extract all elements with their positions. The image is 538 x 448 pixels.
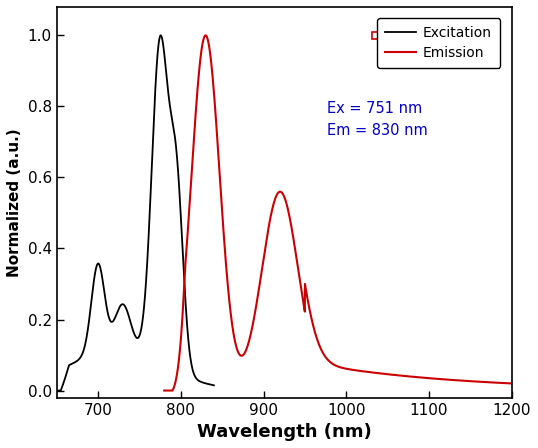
- Emission: [298, 284, 304, 289]
- X-axis label: Wavelength (nm): Wavelength (nm): [197, 423, 372, 441]
- Emission: [472, 379, 478, 384]
- Bar: [372, 32, 410, 39]
- Line: Emission: Emission: [164, 35, 520, 391]
- Excitation: [211, 383, 217, 388]
- Emission: [202, 33, 209, 38]
- Excitation: [189, 368, 196, 373]
- Excitation: [158, 33, 164, 38]
- Line: Excitation: Excitation: [48, 35, 214, 391]
- Excitation: [109, 319, 115, 325]
- Emission: [161, 388, 167, 393]
- Emission: [517, 381, 523, 387]
- Emission: [313, 334, 320, 339]
- Excitation: [116, 306, 122, 311]
- Excitation: [74, 358, 80, 364]
- Emission: [223, 262, 229, 267]
- Text: Ex = 751 nm
Em = 830 nm: Ex = 751 nm Em = 830 nm: [328, 101, 428, 138]
- Excitation: [64, 369, 70, 374]
- Emission: [202, 33, 208, 39]
- Legend: Excitation, Emission: Excitation, Emission: [377, 18, 500, 68]
- Y-axis label: Normalized (a.u.): Normalized (a.u.): [7, 128, 22, 276]
- Excitation: [45, 388, 52, 393]
- Excitation: [208, 382, 214, 388]
- Emission: [510, 381, 516, 386]
